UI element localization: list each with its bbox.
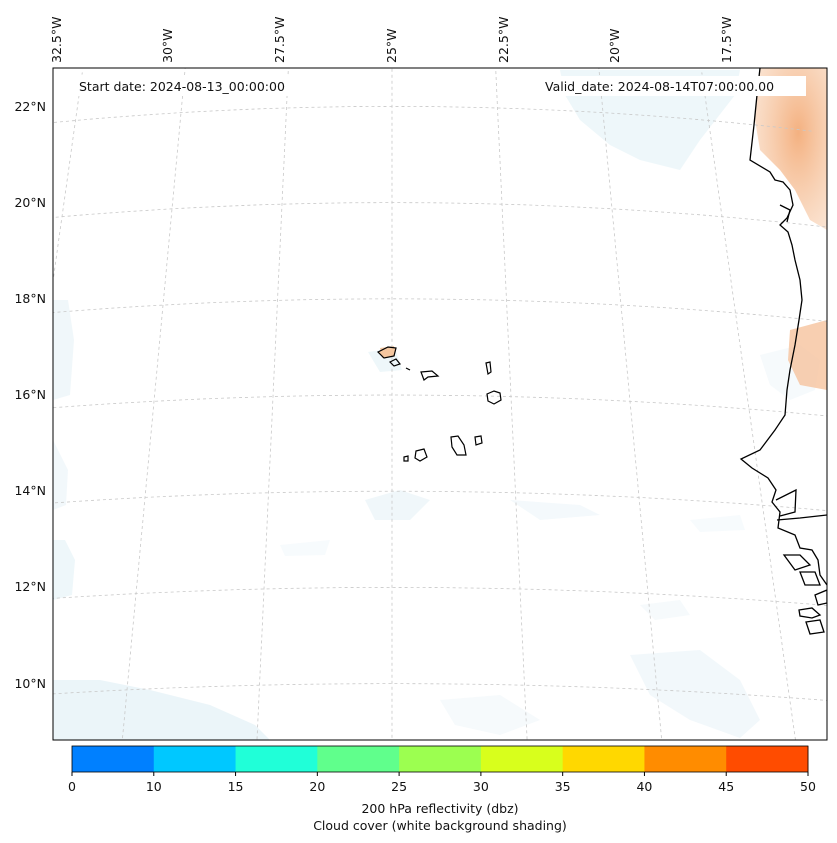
longitude-label: 22.5°W xyxy=(496,17,511,63)
gridlines xyxy=(53,68,827,740)
longitude-labels: 32.5°W 30°W 27.5°W 25°W 22.5°W 20°W 17.5°W xyxy=(49,17,734,63)
latitude-label: 12°N xyxy=(14,579,46,594)
colorbar-sublabel: Cloud cover (white background shading) xyxy=(313,818,567,833)
colorbar-tick-label: 35 xyxy=(555,779,571,794)
colorbar-segment xyxy=(726,746,809,772)
meridian-line xyxy=(256,68,289,740)
colorbar-segment xyxy=(562,746,645,772)
parallel-line xyxy=(53,394,827,417)
start-date-label: Start date: 2024-08-13_00:00:00 xyxy=(79,79,285,94)
colorbar-frame xyxy=(71,745,809,773)
latitude-label: 18°N xyxy=(14,291,46,306)
parallel-line xyxy=(53,105,815,132)
coastline xyxy=(739,68,827,635)
parallel-line xyxy=(53,202,827,228)
parallel-line xyxy=(53,490,827,511)
latitude-label: 14°N xyxy=(14,483,46,498)
colorbar-tick-label: 25 xyxy=(391,779,407,794)
colorbar-segment xyxy=(644,746,727,772)
colorbar-tick-label: 50 xyxy=(800,779,816,794)
valid-date-label: Valid_date: 2024-08-14T07:00:00.00 xyxy=(545,79,774,94)
colorbar: 0 10 15 20 25 30 35 40 45 50 xyxy=(68,745,816,794)
longitude-label: 25°W xyxy=(384,28,399,63)
meridian-line xyxy=(121,68,186,740)
colorbar-segment xyxy=(399,746,482,772)
colorbar-segment xyxy=(235,746,318,772)
latitude-labels: 22°N 20°N 18°N 16°N 14°N 12°N 10°N xyxy=(14,99,46,691)
map-area xyxy=(53,68,827,740)
colorbar-label: 200 hPa reflectivity (dbz) xyxy=(361,801,518,816)
valid-date-box xyxy=(538,76,806,96)
meridian-line xyxy=(495,68,528,740)
colorbar-tick-label: 40 xyxy=(636,779,652,794)
colorbar-segment xyxy=(480,746,564,772)
longitude-label: 32.5°W xyxy=(49,17,64,63)
map-frame xyxy=(52,67,828,741)
colorbar-tick-label: 45 xyxy=(718,779,734,794)
start-date-box xyxy=(72,76,312,96)
parallel-line xyxy=(53,683,827,701)
colorbar-tick-label: 0 xyxy=(68,779,76,794)
latitude-label: 22°N xyxy=(14,99,46,114)
longitude-label: 27.5°W xyxy=(272,17,287,63)
parallel-line xyxy=(53,586,827,606)
cape-verde-islands xyxy=(376,346,502,462)
colorbar-tick-label: 20 xyxy=(309,779,325,794)
longitude-label: 17.5°W xyxy=(719,17,734,63)
colorbar-segment xyxy=(72,746,155,772)
colorbar-segment xyxy=(317,746,400,772)
latitude-label: 16°N xyxy=(14,387,46,402)
parallel-line xyxy=(53,298,827,322)
colorbar-segment xyxy=(153,746,237,772)
colorbar-tick-label: 10 xyxy=(146,779,162,794)
reflectivity-shading xyxy=(380,68,827,390)
longitude-label: 30°W xyxy=(160,28,175,63)
colorbar-tick-label: 15 xyxy=(228,779,244,794)
colorbar-tick-label: 30 xyxy=(473,779,489,794)
latitude-label: 20°N xyxy=(14,195,46,210)
latitude-label: 10°N xyxy=(14,676,46,691)
meridian-line xyxy=(598,68,663,740)
longitude-label: 20°W xyxy=(607,28,622,63)
